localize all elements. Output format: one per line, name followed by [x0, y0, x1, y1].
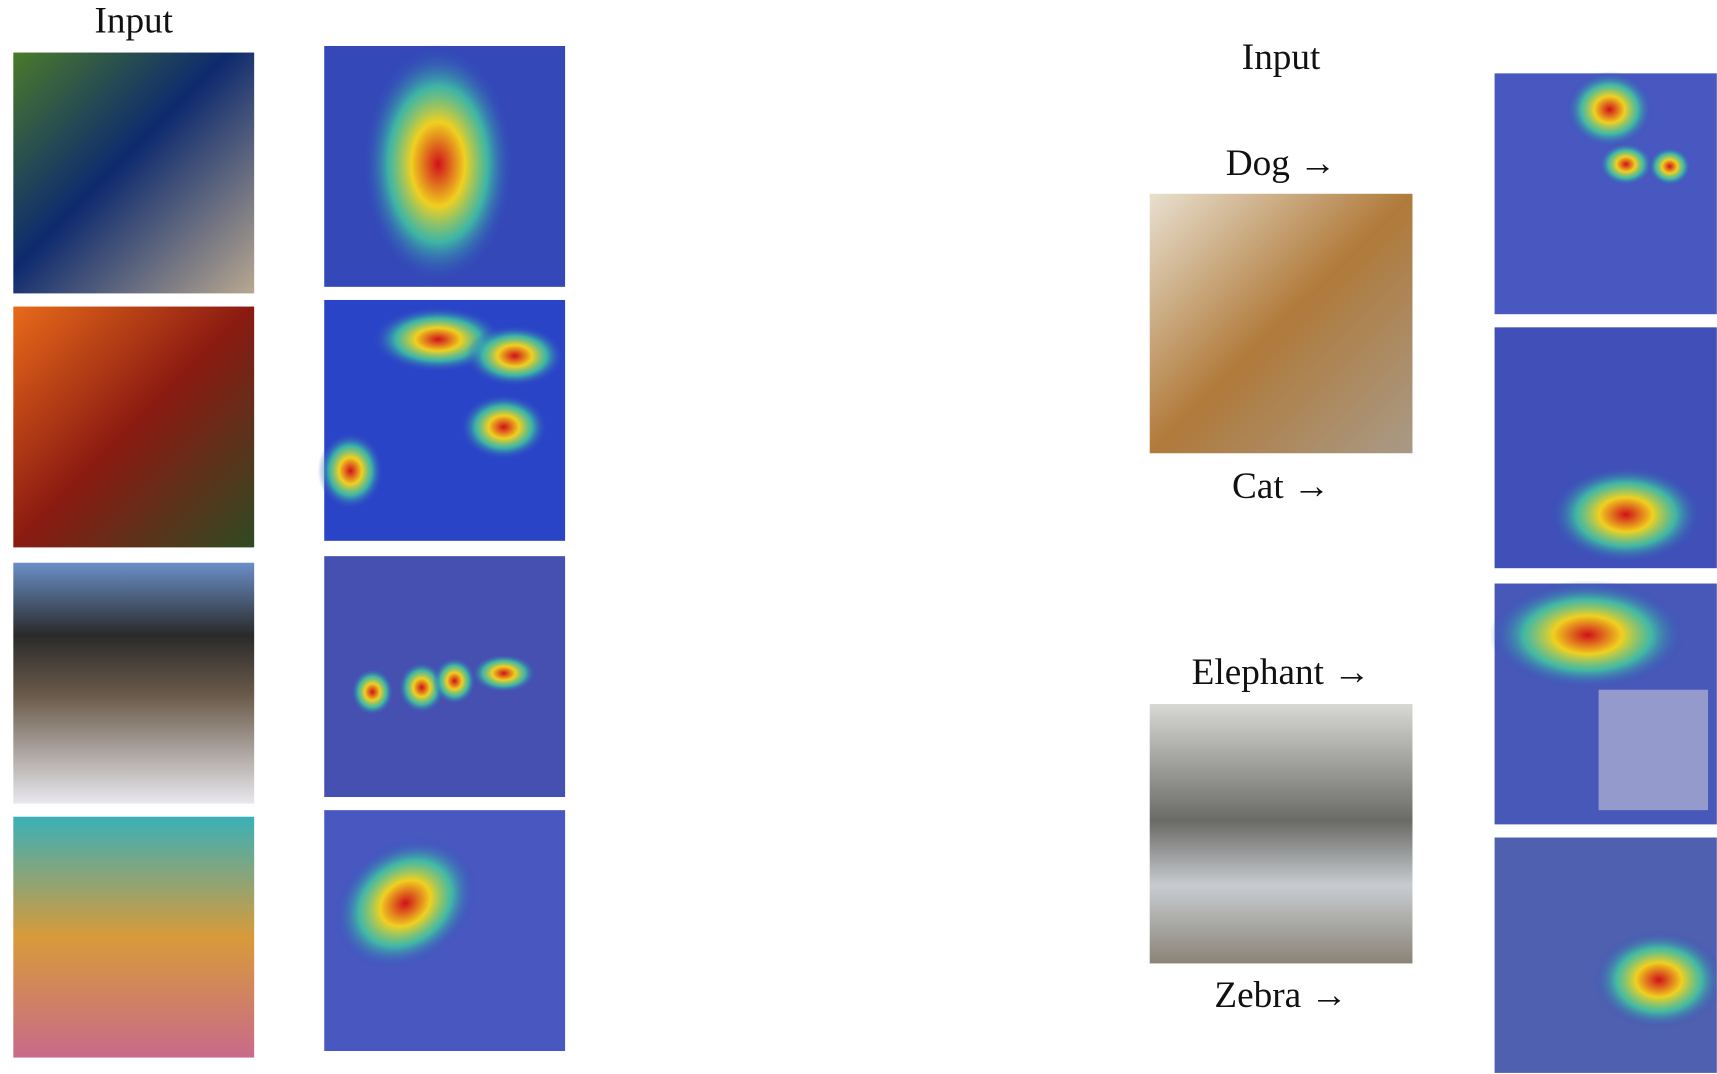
heatmap — [317, 299, 566, 541]
heatmap — [324, 556, 566, 798]
heatmap — [324, 43, 566, 287]
input-image — [1149, 703, 1413, 964]
left-header: Input — [94, 1, 173, 42]
class-label: Dog → — [1226, 143, 1337, 184]
heatmap — [1494, 327, 1717, 569]
class-label: Zebra → — [1214, 975, 1347, 1016]
input-image — [13, 306, 255, 548]
heatmap — [1489, 580, 1717, 825]
right-header: Input — [1242, 37, 1321, 78]
input-image — [13, 816, 255, 1058]
heatmap — [324, 810, 566, 1052]
heatmap — [1494, 837, 1717, 1073]
class-label: Elephant → — [1192, 652, 1371, 693]
input-image — [13, 562, 255, 804]
heatmap — [1494, 71, 1717, 315]
input-image — [13, 52, 255, 294]
input-image — [1149, 193, 1413, 454]
class-label: Cat → — [1232, 466, 1330, 507]
